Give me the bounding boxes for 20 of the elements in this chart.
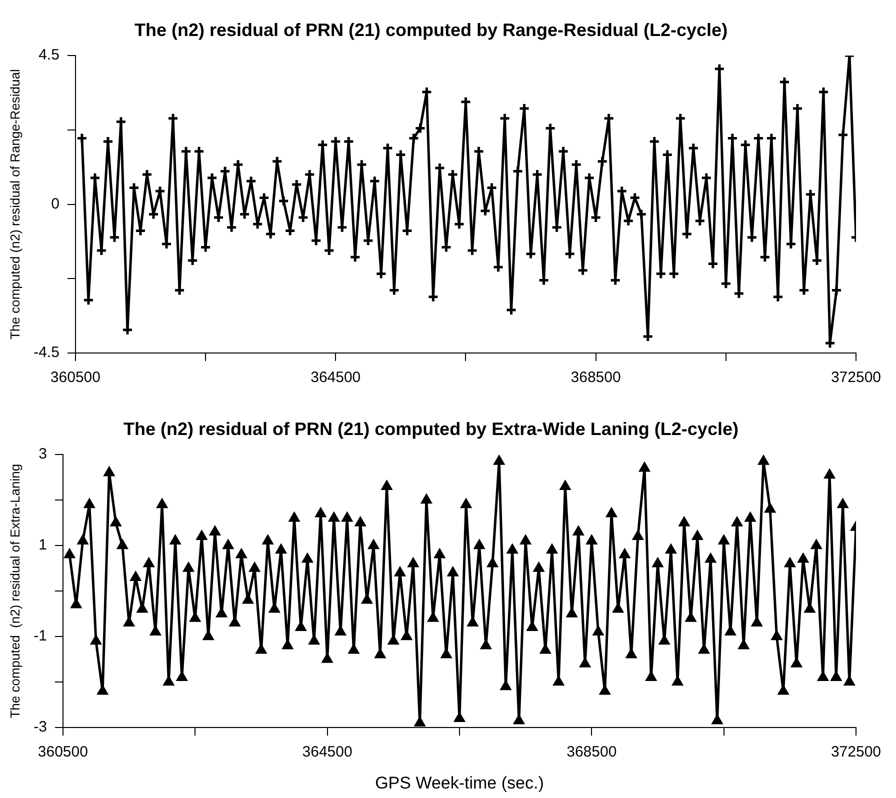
x-tick-label: 372500: [830, 744, 882, 761]
y-tick-label: -3: [34, 718, 47, 736]
x-axis-title: GPS Week-time (sec.): [375, 773, 544, 792]
y-tick-label: -4.5: [34, 344, 60, 362]
y-tick-label: -1: [34, 628, 47, 645]
x-tick-label: 368500: [570, 369, 621, 386]
y-tick-label: 1: [38, 536, 47, 554]
y-axis-title: The computed (n2) residual of Extra-Laning: [7, 464, 22, 718]
y-tick-label: 0: [51, 195, 60, 212]
x-tick-label: 360500: [50, 369, 100, 386]
chart-title: The (n2) residual of PRN (21) computed by Extra-Wide Laning (L2-cycle): [124, 418, 738, 439]
y-axis-title: The computed (n2) residual of Range-Residual: [7, 69, 22, 340]
x-tick-label: 364500: [302, 744, 352, 761]
x-tick-label: 368500: [566, 744, 617, 761]
x-tick-label: 364500: [310, 369, 361, 386]
x-tick-label: 360500: [38, 744, 88, 761]
chart-title: The (n2) residual of PRN (21) computed by Range-Residual (L2-cycle): [134, 20, 728, 40]
y-tick-label: 3: [38, 446, 47, 463]
y-tick-label: 4.5: [38, 46, 60, 64]
x-tick-label: 372500: [830, 369, 882, 386]
